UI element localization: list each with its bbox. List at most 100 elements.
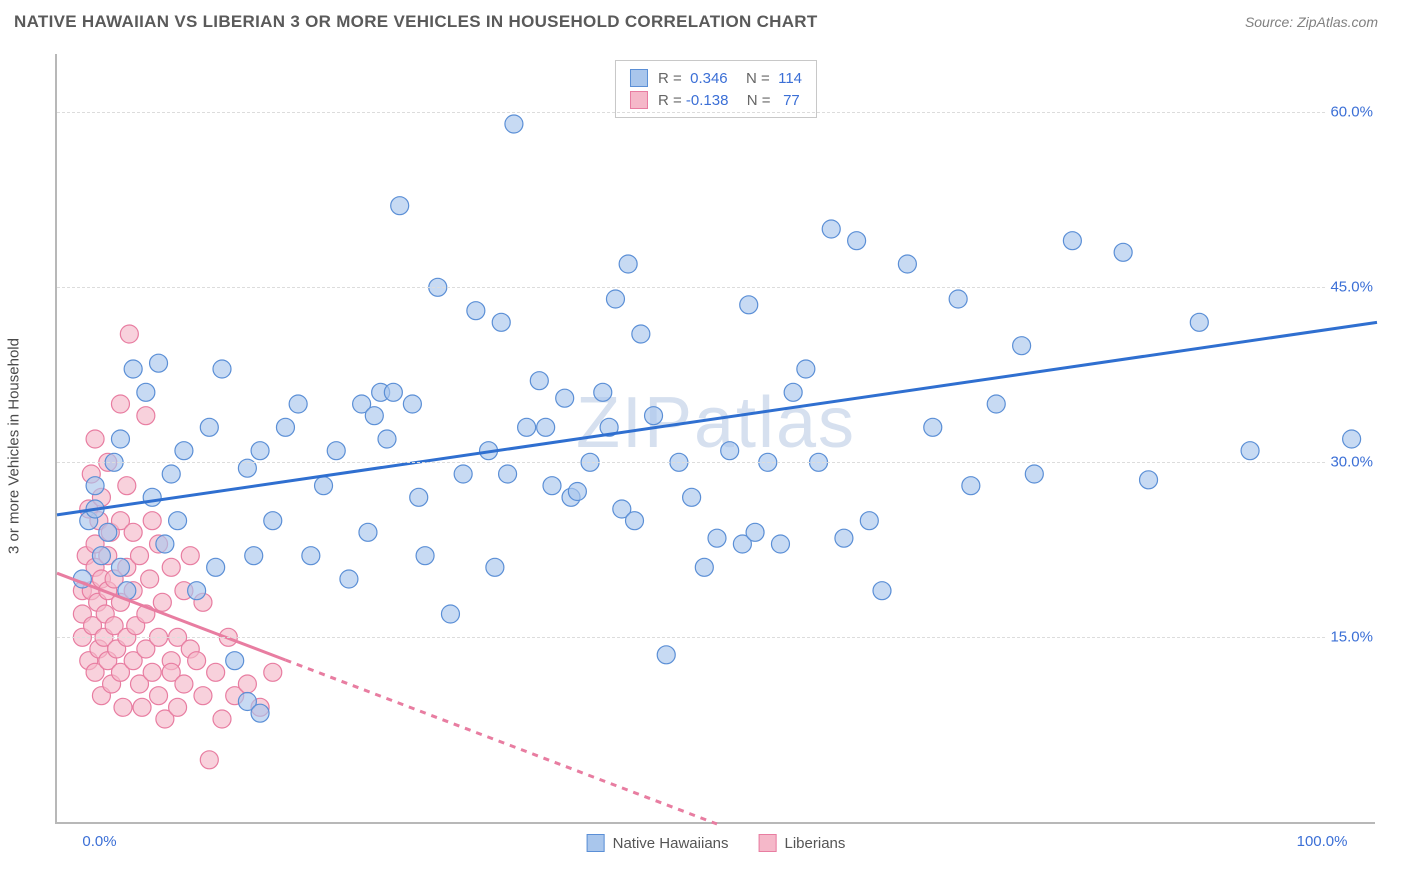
data-point	[340, 570, 358, 588]
data-point	[746, 523, 764, 541]
data-point	[1343, 430, 1361, 448]
trend-line	[57, 322, 1377, 515]
data-point	[873, 582, 891, 600]
data-point	[200, 751, 218, 769]
data-point	[162, 558, 180, 576]
data-point	[822, 220, 840, 238]
data-point	[207, 558, 225, 576]
data-point	[898, 255, 916, 273]
data-point	[124, 360, 142, 378]
data-point	[441, 605, 459, 623]
legend-label-1: Native Hawaiians	[613, 835, 729, 852]
data-point	[213, 360, 231, 378]
data-point	[568, 483, 586, 501]
data-point	[657, 646, 675, 664]
data-point	[848, 232, 866, 250]
data-point	[391, 197, 409, 215]
gridline	[57, 287, 1375, 288]
data-point	[264, 663, 282, 681]
data-point	[924, 418, 942, 436]
data-point	[365, 407, 383, 425]
data-point	[499, 465, 517, 483]
legend-swatch-1	[587, 834, 605, 852]
gridline	[57, 637, 1375, 638]
data-point	[133, 698, 151, 716]
data-point	[226, 652, 244, 670]
data-point	[784, 383, 802, 401]
data-point	[632, 325, 650, 343]
scatter-plot-svg	[57, 54, 1375, 822]
data-point	[410, 488, 428, 506]
data-point	[143, 512, 161, 530]
data-point	[150, 687, 168, 705]
data-point	[264, 512, 282, 530]
data-point	[137, 407, 155, 425]
source-label: Source: ZipAtlas.com	[1245, 14, 1378, 30]
data-point	[86, 430, 104, 448]
data-point	[740, 296, 758, 314]
data-point	[1114, 243, 1132, 261]
data-point	[537, 418, 555, 436]
data-point	[556, 389, 574, 407]
data-point	[949, 290, 967, 308]
data-point	[207, 663, 225, 681]
data-point	[543, 477, 561, 495]
data-point	[835, 529, 853, 547]
data-point	[124, 523, 142, 541]
data-point	[114, 698, 132, 716]
data-point	[594, 383, 612, 401]
data-point	[1063, 232, 1081, 250]
data-point	[797, 360, 815, 378]
data-point	[175, 442, 193, 460]
data-point	[721, 442, 739, 460]
data-point	[962, 477, 980, 495]
data-point	[1241, 442, 1259, 460]
data-point	[492, 313, 510, 331]
data-point	[619, 255, 637, 273]
data-point	[143, 663, 161, 681]
gridline	[57, 112, 1375, 113]
data-point	[150, 354, 168, 372]
trend-line	[285, 660, 717, 824]
data-point	[111, 395, 129, 413]
data-point	[645, 407, 663, 425]
data-point	[143, 488, 161, 506]
data-point	[175, 675, 193, 693]
data-point	[708, 529, 726, 547]
data-point	[181, 547, 199, 565]
legend-item-2: Liberians	[759, 834, 846, 852]
data-point	[454, 465, 472, 483]
data-point	[1013, 337, 1031, 355]
data-point	[467, 302, 485, 320]
data-point	[92, 547, 110, 565]
data-point	[683, 488, 701, 506]
data-point	[289, 395, 307, 413]
data-point	[486, 558, 504, 576]
data-point	[384, 383, 402, 401]
chart-title: NATIVE HAWAIIAN VS LIBERIAN 3 OR MORE VE…	[14, 12, 818, 32]
data-point	[213, 710, 231, 728]
data-point	[153, 593, 171, 611]
legend-swatch-2	[759, 834, 777, 852]
data-point	[162, 465, 180, 483]
data-point	[987, 395, 1005, 413]
y-tick-label: 30.0%	[1326, 454, 1377, 471]
data-point	[1140, 471, 1158, 489]
data-point	[141, 570, 159, 588]
data-point	[120, 325, 138, 343]
data-point	[695, 558, 713, 576]
data-point	[111, 558, 129, 576]
data-point	[530, 372, 548, 390]
data-point	[518, 418, 536, 436]
legend-item-1: Native Hawaiians	[587, 834, 729, 852]
y-axis-label: 3 or more Vehicles in Household	[6, 338, 23, 554]
data-point	[156, 535, 174, 553]
data-point	[626, 512, 644, 530]
data-point	[131, 547, 149, 565]
data-point	[327, 442, 345, 460]
data-point	[169, 698, 187, 716]
data-point	[606, 290, 624, 308]
data-point	[251, 442, 269, 460]
data-point	[188, 582, 206, 600]
data-point	[245, 547, 263, 565]
